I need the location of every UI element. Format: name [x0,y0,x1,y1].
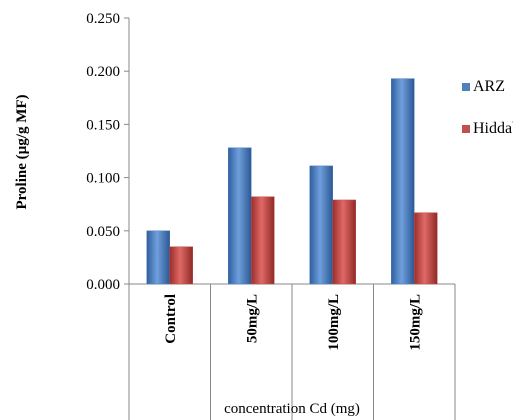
y-tick-label: 0.200 [86,64,120,80]
bar-hiddab-0 [169,246,193,285]
bar-hiddab-2 [332,199,356,285]
x-tick-label: Control [163,294,179,344]
legend: ARZ Hiddab [462,78,513,137]
legend-swatch-hiddab [462,125,470,133]
bar-arz-1 [228,147,252,285]
legend-swatch-arz [462,83,470,91]
y-axis-ticks: 0.000 0.050 0.100 0.150 0.200 0.250 [86,11,129,293]
x-tick-label: 50mg/L [244,294,260,343]
y-tick-label: 0.100 [86,171,120,187]
x-tick-label: 100mg/L [326,294,342,351]
legend-label-arz: ARZ [473,78,505,95]
y-tick-label: 0.250 [86,11,120,27]
bar-arz-3 [391,78,415,285]
y-axis-title: Proline (µg/g MF) [14,94,30,209]
x-tick-label: 150mg/L [407,294,423,351]
y-axis-title-group: Proline (µg/g MF) [14,94,30,209]
bar-hiddab-1 [251,196,275,285]
x-axis-title: concentration Cd (mg) [224,401,360,417]
legend-label-hiddab: Hiddab [473,120,513,137]
bar-arz-0 [146,230,170,285]
bar-arz-2 [309,165,333,285]
y-tick-label: 0.000 [86,277,120,293]
x-axis-categories: Control 50mg/L 100mg/L 150mg/L [163,294,424,351]
plot-area [128,18,456,420]
y-tick-label: 0.050 [86,224,120,240]
bar-hiddab-3 [414,212,438,285]
y-tick-label: 0.150 [86,117,120,133]
